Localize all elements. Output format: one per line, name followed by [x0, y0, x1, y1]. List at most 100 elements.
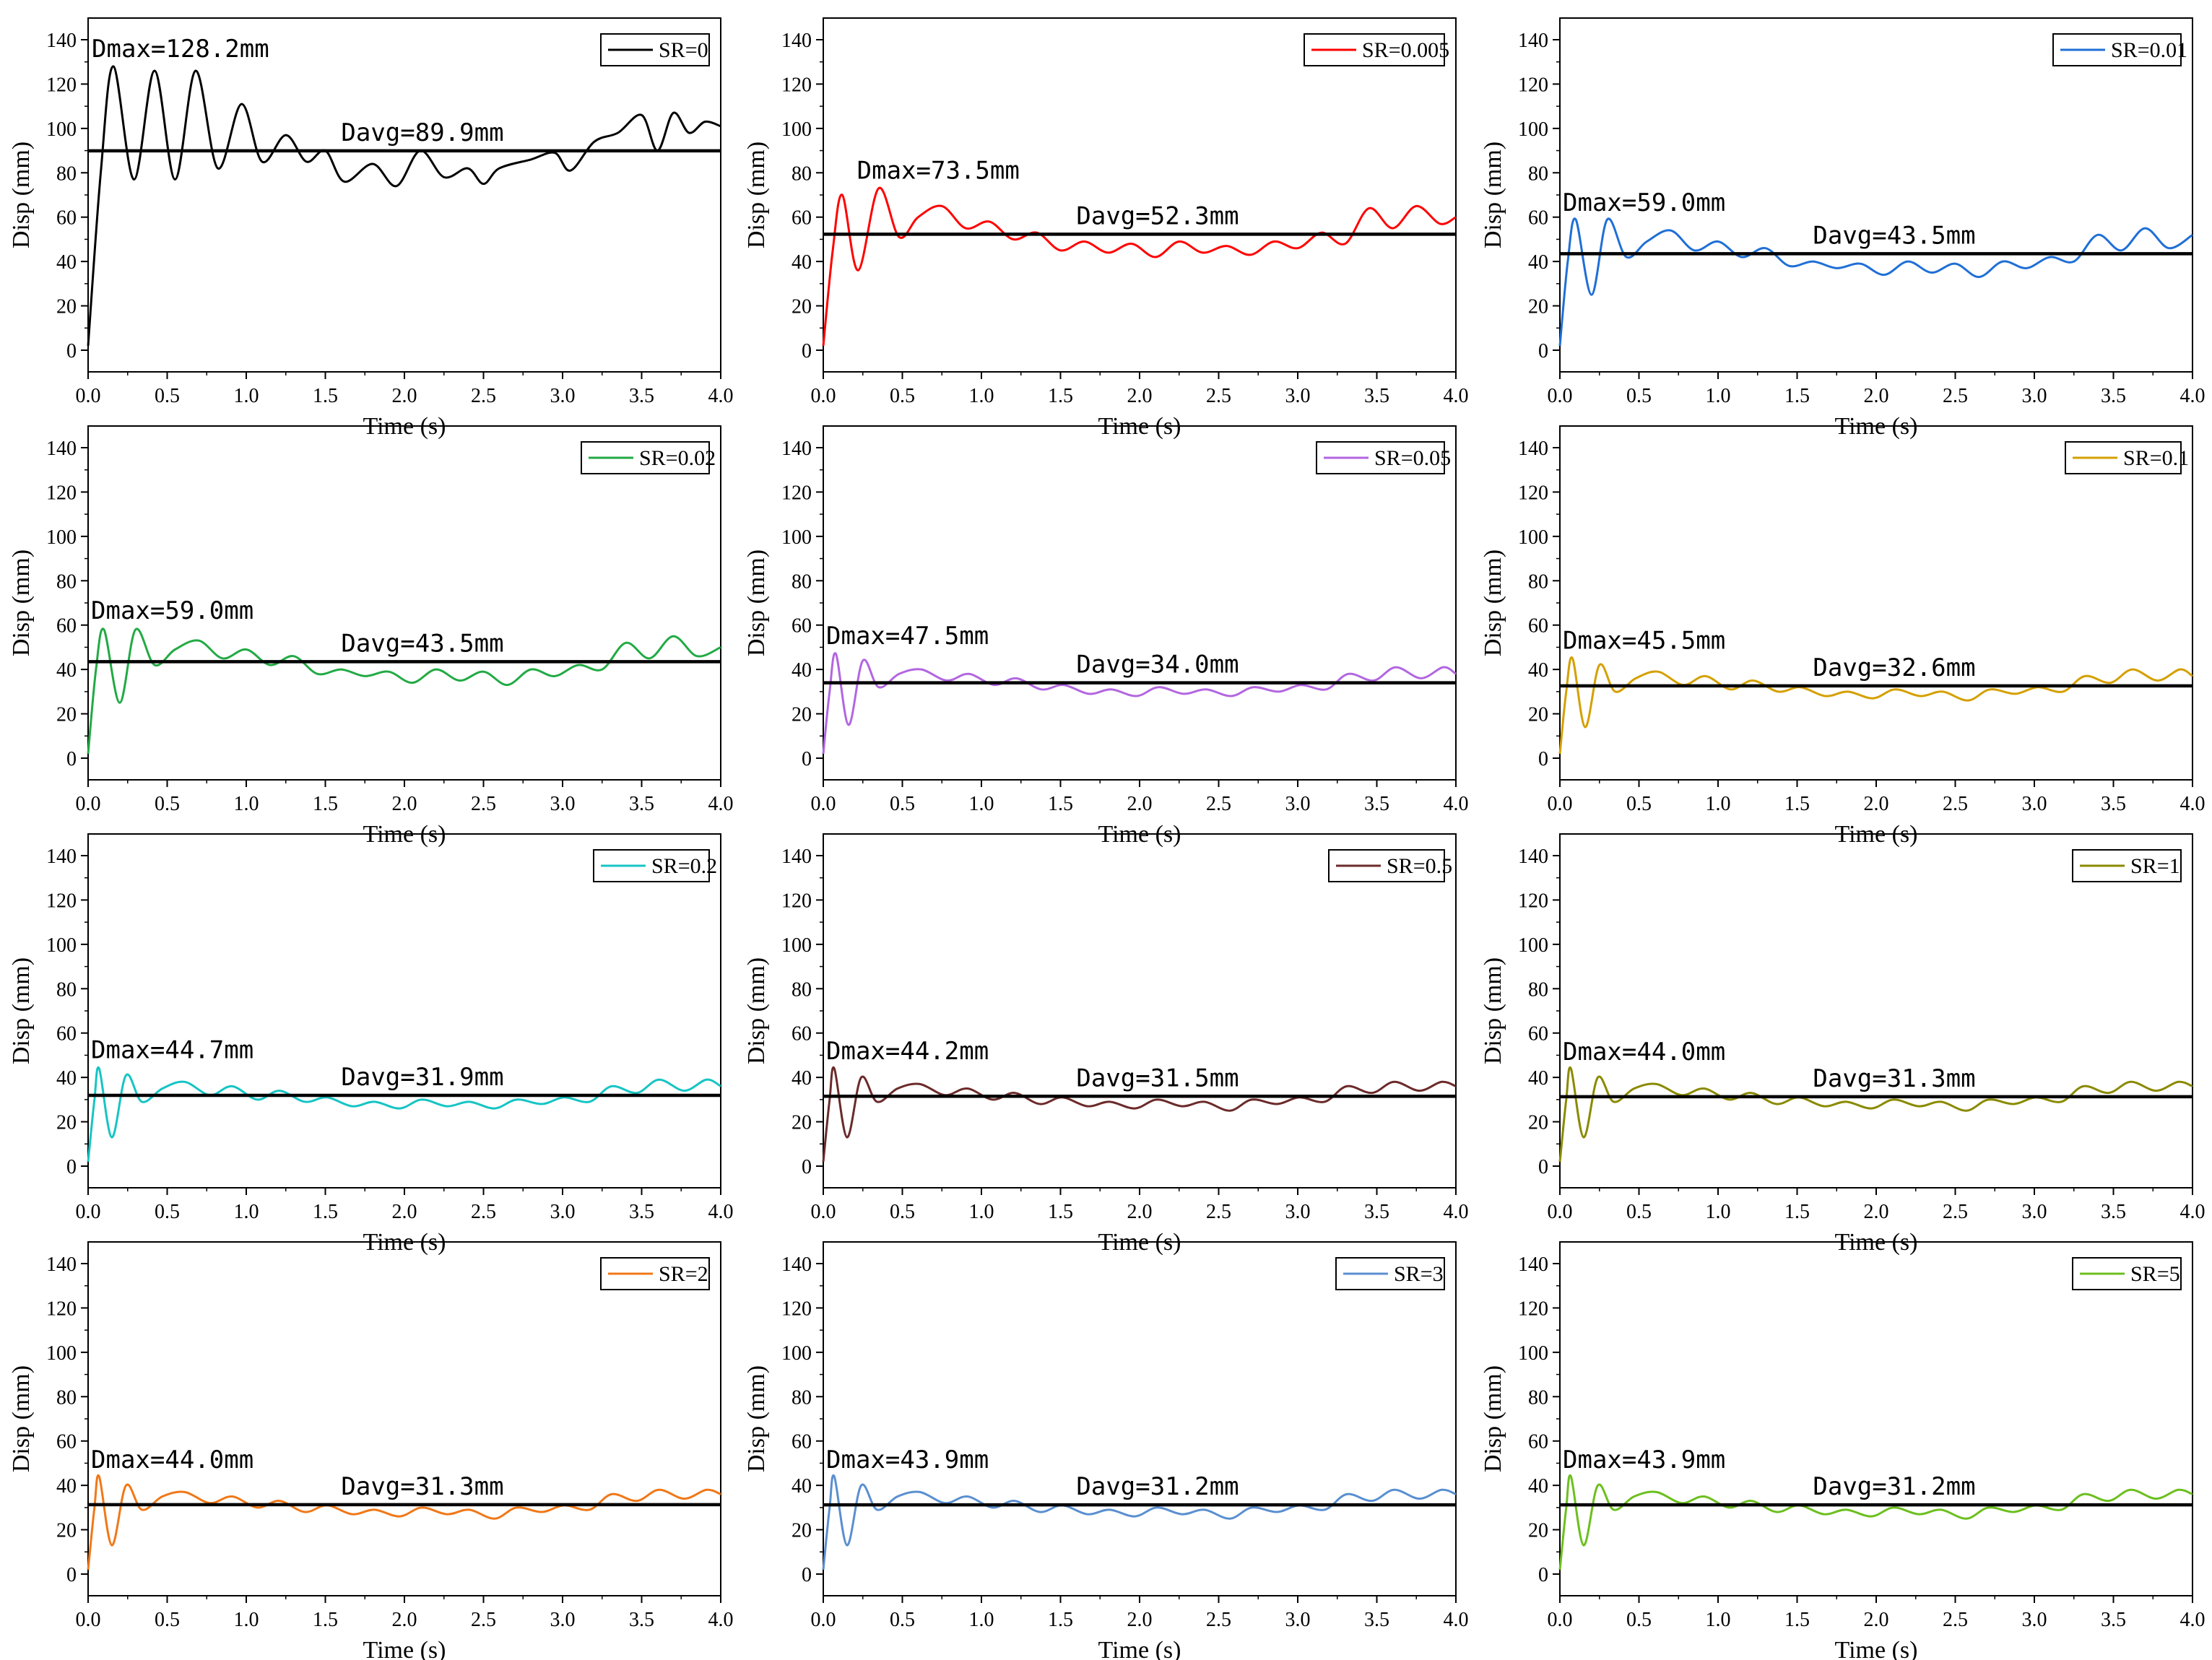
x-tick-label: 2.5 — [1206, 385, 1231, 407]
y-tick-label: 0 — [802, 1564, 812, 1586]
x-tick-label: 2.0 — [1864, 1201, 1889, 1223]
x-tick-label: 1.0 — [969, 1201, 994, 1223]
x-tick-label: 2.5 — [1943, 1201, 1968, 1223]
y-tick-label: 40 — [56, 1475, 77, 1498]
y-tick-label: 20 — [56, 704, 77, 726]
x-tick-label: 3.0 — [1285, 1201, 1311, 1223]
dmax-label: Dmax=128.2mm — [92, 35, 269, 64]
y-axis-title: Disp (mm) — [743, 549, 770, 656]
y-axis-title: Disp (mm) — [1480, 1365, 1506, 1472]
chart-panel: 0 20 40 60 80 100 120 140 0.0 0.5 1.0 1.5 2.0 2.5 3.0 3… — [1480, 17, 2206, 440]
series-line — [822, 1066, 1457, 1163]
legend: SR=3 — [1335, 1257, 1445, 1290]
y-tick-label: 140 — [46, 1253, 77, 1276]
davg-label: Davg=31.5mm — [1076, 1064, 1239, 1092]
y-tick-label: 120 — [1518, 1298, 1548, 1320]
y-tick-label: 120 — [1518, 482, 1548, 504]
x-tick-label: 3.5 — [2101, 1201, 2126, 1223]
y-tick-label: 40 — [791, 1475, 812, 1498]
legend-box — [581, 441, 710, 474]
series-line — [87, 65, 721, 347]
plot-frame — [823, 425, 1457, 781]
x-tick-label: 1.5 — [313, 1201, 338, 1223]
x-tick-label: 3.0 — [550, 1201, 576, 1223]
x-tick-label: 3.0 — [1285, 793, 1311, 815]
series-line — [1558, 217, 2193, 347]
x-tick-label: 2.0 — [1127, 793, 1153, 815]
x-tick-label: 3.0 — [1285, 1609, 1311, 1631]
dmax-label: Dmax=44.2mm — [826, 1037, 989, 1066]
y-tick-label: 120 — [781, 482, 812, 504]
y-tick-label: 20 — [56, 1520, 77, 1542]
y-tick-label: 40 — [1528, 1475, 1548, 1498]
series-line — [87, 627, 721, 755]
legend: SR=0.05 — [1316, 441, 1451, 474]
x-tick-label: 3.5 — [629, 385, 654, 407]
x-tick-label: 2.5 — [1206, 1201, 1231, 1223]
x-tick-label: 3.5 — [629, 1609, 654, 1631]
x-tick-label: 3.5 — [1364, 1201, 1389, 1223]
y-tick-label: 120 — [1518, 74, 1548, 96]
x-tick-label: 0.5 — [1626, 1609, 1652, 1631]
y-tick-label: 80 — [791, 1386, 812, 1409]
x-tick-label: 4.0 — [2180, 1201, 2206, 1223]
x-tick-label: 0.0 — [811, 385, 836, 407]
y-tick-label: 140 — [781, 1253, 812, 1276]
y-tick-label: 60 — [1528, 1023, 1548, 1046]
chart-panel: 0 20 40 60 80 100 120 140 0.0 0.5 1.0 1.5 2.0 2.5 3.0 3… — [1480, 1241, 2206, 1660]
y-axis-title: Disp (mm) — [743, 957, 770, 1064]
dmax-label: Dmax=44.0mm — [1563, 1038, 1725, 1066]
x-tick-label: 1.0 — [1706, 385, 1731, 407]
y-tick-label: 140 — [46, 30, 77, 52]
y-tick-label: 100 — [46, 118, 77, 141]
x-tick-label: 0.5 — [155, 385, 180, 407]
y-tick-label: 60 — [1528, 1431, 1548, 1453]
legend-label: SR=0.5 — [1387, 854, 1452, 878]
x-tick-label: 0.0 — [1548, 793, 1573, 815]
x-tick-label: 3.5 — [2101, 793, 2126, 815]
y-tick-label: 20 — [1528, 1112, 1548, 1134]
legend-label: SR=0.05 — [1374, 446, 1451, 470]
series-line — [1558, 1474, 2193, 1570]
y-tick-label: 100 — [1518, 1342, 1548, 1365]
x-tick-label: 0.5 — [155, 1609, 180, 1631]
series-line — [822, 1474, 1457, 1570]
x-tick-label: 4.0 — [2180, 385, 2206, 407]
x-tick-label: 3.5 — [1364, 385, 1389, 407]
y-tick-label: 100 — [46, 934, 77, 957]
x-tick-label: 0.5 — [1626, 385, 1652, 407]
x-tick-label: 1.0 — [969, 385, 994, 407]
x-tick-label: 0.5 — [890, 1201, 915, 1223]
dmax-label: Dmax=59.0mm — [1563, 188, 1725, 217]
x-tick-label: 0.0 — [76, 793, 101, 815]
x-tick-label: 0.5 — [155, 1201, 180, 1223]
chart-panel: 0 20 40 60 80 100 120 140 0.0 0.5 1.0 1.5 2.0 2.5 3.0 3… — [8, 17, 734, 440]
y-tick-label: 80 — [56, 1386, 77, 1409]
davg-label: Davg=34.0mm — [1076, 651, 1239, 679]
x-tick-label: 3.0 — [550, 1609, 576, 1631]
y-tick-label: 120 — [46, 1298, 77, 1320]
y-tick-label: 60 — [791, 1023, 812, 1046]
chart-panel: 0 20 40 60 80 100 120 140 0.0 0.5 1.0 1.5 2.0 2.5 3.0 3… — [8, 833, 734, 1256]
x-tick-label: 2.5 — [1206, 793, 1231, 815]
y-axis-title: Disp (mm) — [8, 549, 35, 656]
y-tick-label: 140 — [781, 438, 812, 460]
x-tick-label: 3.0 — [550, 385, 576, 407]
davg-label: Davg=89.9mm — [341, 118, 503, 147]
y-tick-label: 0 — [66, 748, 77, 770]
x-tick-label: 2.0 — [1127, 385, 1153, 407]
x-tick-label: 2.5 — [471, 1201, 496, 1223]
x-tick-label: 1.0 — [969, 1609, 994, 1631]
series-line — [87, 1066, 721, 1163]
y-tick-label: 40 — [791, 659, 812, 682]
x-tick-label: 0.0 — [811, 1201, 836, 1223]
y-tick-label: 0 — [1538, 1156, 1548, 1178]
legend-label: SR=0.01 — [2111, 38, 2187, 62]
x-tick-label: 3.0 — [2022, 385, 2047, 407]
y-tick-label: 120 — [46, 74, 77, 96]
y-axis-title: Disp (mm) — [8, 1365, 35, 1472]
x-tick-label: 2.0 — [392, 1609, 417, 1631]
y-tick-label: 20 — [791, 296, 812, 318]
dmax-label: Dmax=59.0mm — [91, 596, 253, 625]
series-line — [822, 652, 1457, 755]
